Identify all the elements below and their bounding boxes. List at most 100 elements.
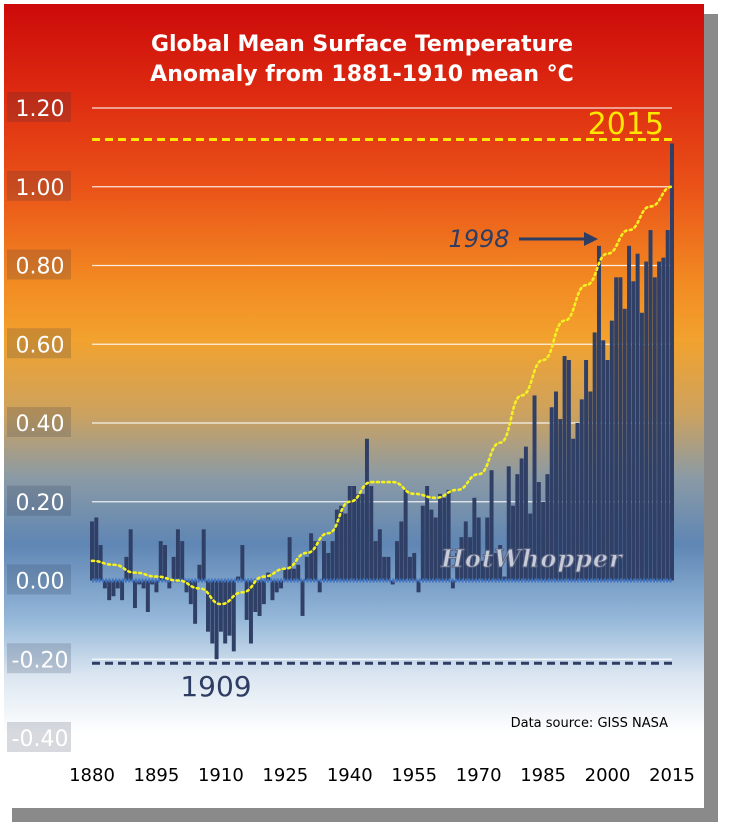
annotation-1909: 1909 <box>180 670 251 703</box>
bar <box>644 261 649 581</box>
annotation-1998: 1998 <box>448 225 509 253</box>
bar <box>244 580 249 620</box>
bar <box>661 257 666 581</box>
y-tick-label: 0.20 <box>16 491 65 516</box>
bar <box>360 493 365 581</box>
x-tick-label: 1910 <box>198 765 244 786</box>
bar <box>227 580 232 636</box>
bar <box>433 517 438 581</box>
bar <box>364 438 369 581</box>
bar <box>571 438 576 581</box>
bar <box>639 312 644 581</box>
grid-layer <box>92 107 672 660</box>
bar <box>373 541 378 581</box>
bar <box>154 580 159 593</box>
bar <box>287 537 292 581</box>
bar <box>476 517 481 581</box>
bar <box>588 391 593 581</box>
bar <box>601 340 606 581</box>
reference-lines <box>92 138 672 665</box>
y-tick-label-bg <box>7 485 71 516</box>
x-tick-label: 1970 <box>456 765 502 786</box>
chart-subtitle: Anomaly from 1881-1910 mean °C <box>150 62 574 87</box>
bar <box>171 556 176 581</box>
bar <box>493 552 498 581</box>
bar <box>420 505 425 581</box>
bar <box>347 486 352 581</box>
bar <box>455 552 460 581</box>
y-axis: 1.20 1.00 0.80 0.60 0.40 0.20 0.00 -0.20 -0.40 <box>7 92 71 752</box>
bar <box>377 529 382 581</box>
bar <box>446 489 451 581</box>
bar <box>300 580 305 616</box>
bar <box>631 281 636 581</box>
bar <box>450 580 455 589</box>
bar <box>167 580 172 589</box>
bar <box>438 493 442 581</box>
bar <box>425 486 430 581</box>
y-tick-label: -0.40 <box>12 727 69 752</box>
bar <box>468 537 473 581</box>
x-tick-label: 1925 <box>262 765 308 786</box>
bar <box>94 517 99 581</box>
bar <box>98 545 103 581</box>
bar <box>210 580 215 644</box>
bar <box>665 230 670 581</box>
bar <box>618 277 623 581</box>
bar <box>283 568 288 581</box>
bar <box>184 580 189 593</box>
bar <box>369 486 374 581</box>
bar <box>330 541 335 581</box>
bar <box>274 580 279 593</box>
bar <box>326 552 331 581</box>
bar <box>480 560 485 581</box>
bar <box>231 580 236 652</box>
trend-layer <box>90 185 674 606</box>
bar <box>197 564 202 581</box>
bar <box>485 517 490 581</box>
chart-frame: 1.20 1.00 0.80 0.60 0.40 0.20 0.00 -0.20 -0.40 1… <box>4 4 704 808</box>
annotation-2015: 2015 <box>588 107 664 142</box>
bar <box>223 580 228 644</box>
bar <box>459 537 464 581</box>
bar <box>670 143 674 581</box>
bar <box>304 556 309 581</box>
bar <box>575 423 580 581</box>
bar <box>180 541 185 581</box>
bar <box>313 541 318 581</box>
bar <box>399 521 404 581</box>
bar <box>545 474 550 581</box>
bar <box>648 230 653 581</box>
bar <box>343 513 348 581</box>
bar <box>124 556 129 581</box>
bar <box>352 486 357 581</box>
x-tick-label: 2000 <box>585 765 631 786</box>
x-tick-label: 2015 <box>649 765 695 786</box>
bar <box>132 580 137 609</box>
y-tick-label: 1.20 <box>16 97 65 122</box>
bar <box>592 332 597 581</box>
bar <box>622 308 627 581</box>
bar <box>253 580 258 612</box>
bar <box>549 407 554 581</box>
bar <box>532 395 537 581</box>
bar <box>382 556 387 581</box>
bar <box>609 320 614 581</box>
y-tick-label-bg <box>7 170 71 201</box>
bar <box>257 580 262 616</box>
bar <box>158 541 163 581</box>
bar <box>605 360 610 581</box>
bar <box>596 245 601 581</box>
temperature-chart: 1.20 1.00 0.80 0.60 0.40 0.20 0.00 -0.20 -0.40 1… <box>4 4 704 786</box>
bar <box>206 580 210 632</box>
bar <box>614 277 619 581</box>
bar <box>322 541 326 581</box>
watermark-logo: HotWhopper <box>440 544 624 573</box>
bar <box>279 580 284 589</box>
bar <box>386 556 391 581</box>
x-axis: 1880 1895 1910 1925 1940 1955 1970 1985 2000 2015 <box>69 765 695 786</box>
bar <box>627 245 632 581</box>
y-tick-label-bg <box>7 643 71 674</box>
bar <box>248 580 253 644</box>
trend-line <box>90 185 674 606</box>
